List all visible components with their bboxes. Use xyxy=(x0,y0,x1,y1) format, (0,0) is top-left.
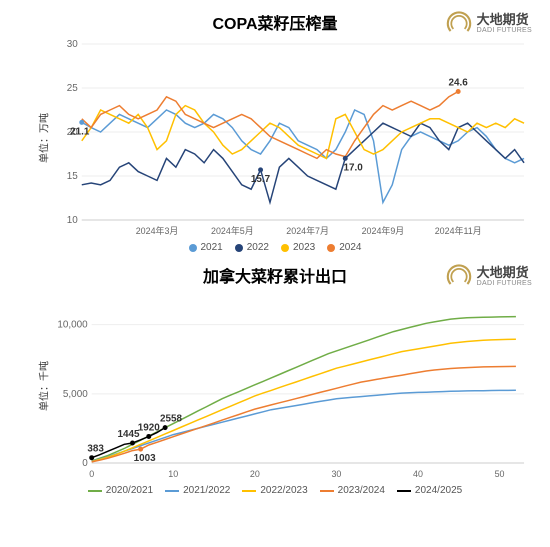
legend-marker xyxy=(327,244,335,252)
chart2-svg: 0 5,000 10,000 0 10 20 30 40 50 383 1003 1445192025… xyxy=(54,291,530,481)
logo-2: 大地期货 DADI FUTURES xyxy=(445,263,532,291)
svg-text:24.6: 24.6 xyxy=(449,77,469,88)
legend-item: 2023/2024 xyxy=(320,485,385,496)
logo-1: 大地期货 DADI FUTURES xyxy=(445,10,532,38)
svg-text:1003: 1003 xyxy=(134,453,156,464)
logo-text: 大地期货 DADI FUTURES xyxy=(477,266,532,288)
legend-label: 2023 xyxy=(293,242,315,253)
svg-text:2558: 2558 xyxy=(160,414,182,425)
legend-item: 2022/2023 xyxy=(242,485,307,496)
svg-text:2024年11月: 2024年11月 xyxy=(435,225,482,236)
svg-text:2024年7月: 2024年7月 xyxy=(286,225,329,236)
logo-en: DADI FUTURES xyxy=(477,280,532,288)
svg-text:50: 50 xyxy=(495,469,505,479)
svg-text:20: 20 xyxy=(250,469,260,479)
svg-text:30: 30 xyxy=(331,469,341,479)
chart1-svg: 10152025302024年3月2024年5月2024年7月2024年9月20… xyxy=(54,38,530,238)
svg-text:15: 15 xyxy=(67,171,78,182)
legend-item: 2021 xyxy=(189,242,223,253)
legend-item: 2024/2025 xyxy=(397,485,462,496)
svg-text:30: 30 xyxy=(67,39,78,50)
legend-label: 2024/2025 xyxy=(415,485,462,496)
legend-item: 2020/2021 xyxy=(88,485,153,496)
chart1-legend: 2021 2022 2023 2024 xyxy=(10,242,540,253)
svg-text:21.1: 21.1 xyxy=(70,126,90,137)
chart1-container: COPA菜籽压榨量 大地期货 DADI FUTURES 单位：万吨 101520… xyxy=(10,10,540,253)
logo-text: 大地期货 DADI FUTURES xyxy=(477,13,532,35)
svg-text:17.0: 17.0 xyxy=(344,162,364,173)
svg-text:1445: 1445 xyxy=(117,429,139,440)
legend-marker xyxy=(235,244,243,252)
legend-marker xyxy=(88,490,102,492)
svg-text:15.7: 15.7 xyxy=(251,174,271,185)
logo-icon xyxy=(445,263,473,291)
logo-cn: 大地期货 xyxy=(477,13,532,27)
chart1-ylabel: 单位：万吨 xyxy=(36,113,51,163)
svg-text:40: 40 xyxy=(413,469,423,479)
legend-label: 2022/2023 xyxy=(260,485,307,496)
legend-label: 2021 xyxy=(201,242,223,253)
svg-text:1920: 1920 xyxy=(138,422,160,433)
chart1-plot: 单位：万吨 10152025302024年3月2024年5月2024年7月202… xyxy=(54,38,530,238)
legend-marker xyxy=(281,244,289,252)
logo-icon xyxy=(445,10,473,38)
svg-text:2024年3月: 2024年3月 xyxy=(136,225,179,236)
svg-text:5,000: 5,000 xyxy=(63,389,88,400)
logo-en: DADI FUTURES xyxy=(477,27,532,35)
legend-marker xyxy=(189,244,197,252)
svg-text:10,000: 10,000 xyxy=(57,320,88,331)
legend-label: 2021/2022 xyxy=(183,485,230,496)
svg-text:0: 0 xyxy=(89,469,94,479)
legend-label: 2024 xyxy=(339,242,361,253)
legend-item: 2022 xyxy=(235,242,269,253)
svg-text:10: 10 xyxy=(168,469,178,479)
chart2-plot: 单位：千吨 05,00010,0000102030405038310031445… xyxy=(54,291,530,481)
svg-text:2024年5月: 2024年5月 xyxy=(211,225,254,236)
legend-label: 2022 xyxy=(247,242,269,253)
legend-marker xyxy=(397,490,411,492)
svg-text:25: 25 xyxy=(67,83,78,94)
svg-text:10: 10 xyxy=(67,215,78,226)
svg-text:383: 383 xyxy=(87,444,104,455)
legend-label: 2020/2021 xyxy=(106,485,153,496)
chart2-legend: 2020/2021 2021/2022 2022/2023 2023/2024 2024… xyxy=(10,485,540,496)
logo-cn: 大地期货 xyxy=(477,266,532,280)
legend-item: 2023 xyxy=(281,242,315,253)
legend-marker xyxy=(320,490,334,492)
legend-marker xyxy=(242,490,256,492)
legend-label: 2023/2024 xyxy=(338,485,385,496)
legend-item: 2024 xyxy=(327,242,361,253)
chart2-container: 加拿大菜籽累计出口 大地期货 DADI FUTURES 单位：千吨 05,000… xyxy=(10,263,540,496)
legend-marker xyxy=(165,490,179,492)
svg-text:0: 0 xyxy=(82,458,88,469)
chart2-ylabel: 单位：千吨 xyxy=(36,361,51,411)
svg-text:2024年9月: 2024年9月 xyxy=(362,225,405,236)
legend-item: 2021/2022 xyxy=(165,485,230,496)
